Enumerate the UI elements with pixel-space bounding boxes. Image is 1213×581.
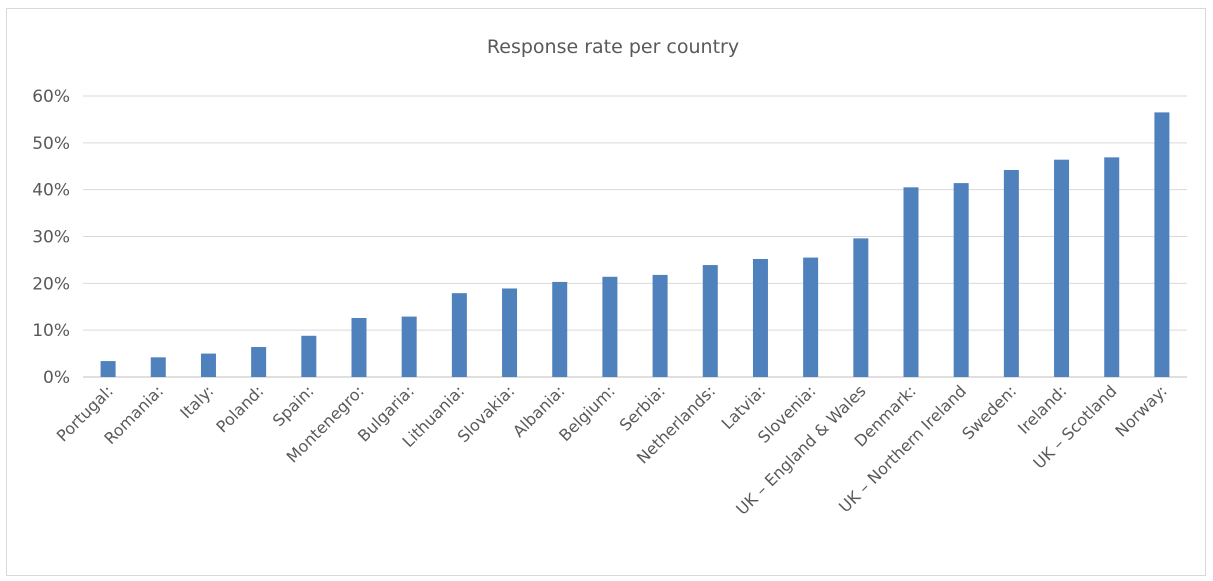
chart-title: Response rate per country xyxy=(486,36,740,58)
gridlines xyxy=(83,95,1187,378)
y-tick-label: 40% xyxy=(32,181,70,201)
y-tick-label: 20% xyxy=(32,274,70,294)
bar xyxy=(351,317,367,377)
bar xyxy=(853,238,869,377)
x-axis-category-labels: Portugal:Romania: Italy:Poland: Spain:Mont… xyxy=(53,381,1171,518)
x-category-label: Sweden: xyxy=(958,381,1020,443)
x-category-label: Norway: xyxy=(1111,381,1170,440)
bar xyxy=(401,316,417,377)
bar xyxy=(301,335,317,377)
y-tick-label: 30% xyxy=(32,228,70,248)
bar xyxy=(953,183,969,377)
y-axis-tick-labels: 0% 10% 20% 30% 40% 50% 60% xyxy=(32,87,70,388)
bar xyxy=(1104,157,1120,377)
bar xyxy=(451,293,467,377)
bar xyxy=(1154,112,1170,378)
x-category-label: Spain: xyxy=(269,381,318,430)
y-tick-label: 60% xyxy=(32,87,70,107)
bar xyxy=(552,281,568,377)
bars xyxy=(100,112,1170,378)
x-category-label: Poland: xyxy=(212,381,267,436)
bar xyxy=(803,257,819,377)
bar xyxy=(702,265,718,377)
bar xyxy=(1054,159,1070,377)
y-tick-label: 10% xyxy=(32,321,70,341)
bar xyxy=(752,258,768,377)
bar xyxy=(903,187,919,377)
bar xyxy=(652,274,668,377)
bar xyxy=(602,276,618,377)
bar xyxy=(251,347,267,377)
bar xyxy=(200,353,216,377)
y-tick-label: 50% xyxy=(32,134,70,154)
x-category-label: Italy: xyxy=(176,381,217,422)
y-tick-label: 0% xyxy=(43,368,70,388)
bar xyxy=(1003,169,1019,377)
bar xyxy=(502,288,518,377)
bar xyxy=(100,361,116,377)
bar xyxy=(150,357,166,377)
